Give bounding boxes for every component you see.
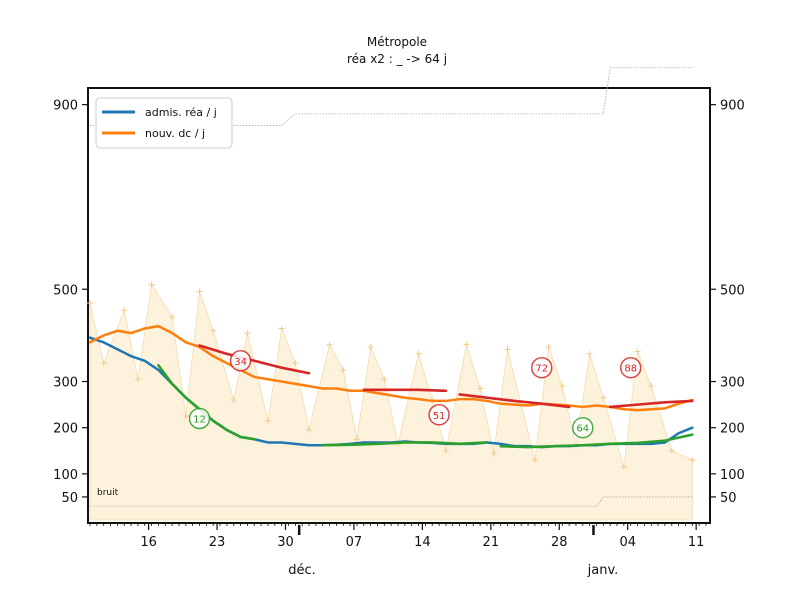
daily-point-marker: [121, 307, 128, 314]
x-tick-label: 11: [688, 535, 705, 550]
daily-point-marker: [381, 376, 388, 383]
noise-label: bruit: [97, 488, 119, 498]
daily-point-marker: [490, 450, 497, 457]
trend-segment-green: [499, 433, 694, 449]
x-tick-label: 30: [277, 535, 294, 550]
y-tick-label-right: 200: [720, 422, 745, 437]
daily-point-marker: [326, 341, 333, 348]
trend-segment-red: [362, 388, 448, 393]
daily-point-marker: [182, 413, 189, 420]
annotation-label: 51: [433, 411, 446, 422]
series-line-deces: [88, 324, 694, 412]
y-tick-label-left: 200: [53, 422, 78, 437]
annotation-badge: [619, 356, 642, 379]
daily-point-marker: [442, 447, 449, 454]
chart-title: Métropole: [367, 35, 427, 49]
x-tick-label: 07: [346, 535, 363, 550]
y-tick-label-left: 900: [53, 99, 78, 114]
daily-point-marker: [367, 343, 374, 350]
annotation-badge: [229, 350, 252, 372]
y-tick-label-right: 300: [720, 376, 745, 391]
y-tick-label-left: 50: [61, 491, 78, 506]
daily-point-marker: [586, 350, 593, 357]
daily-point-marker: [463, 341, 470, 348]
annotation-badge: [572, 416, 594, 439]
y-tick-label-left: 100: [53, 468, 78, 483]
daily-point-marker: [169, 313, 176, 320]
legend: admis. réa / j nouv. dc / j: [95, 97, 233, 149]
x-tick-label: 28: [551, 535, 568, 550]
x-tick-label: 23: [209, 535, 226, 550]
daily-point-marker: [210, 327, 217, 334]
daily-point-marker: [292, 360, 299, 367]
y-tick-label-left: 300: [53, 376, 78, 391]
trend-segment-red: [608, 399, 694, 409]
trend-segment-red: [458, 393, 571, 409]
daily-point-marker: [600, 394, 607, 401]
daily-point-marker: [634, 348, 641, 355]
chart-subtitle: réa x2 : _ -> 64 j: [347, 52, 447, 66]
annotation-label: 34: [234, 357, 247, 368]
daily-point-marker: [340, 367, 347, 374]
daily-point-marker: [353, 436, 360, 443]
daily-point-marker: [504, 346, 511, 353]
daily-point-marker: [531, 457, 538, 464]
daily-point-marker: [134, 376, 141, 383]
trend-segment-red: [198, 344, 311, 375]
annotation-label: 72: [535, 364, 548, 375]
x-tick-label: 21: [483, 535, 500, 550]
daily-point-marker: [87, 300, 93, 307]
daily-point-marker: [559, 383, 566, 390]
x-tick-label: 04: [619, 535, 636, 550]
daily-point-marker: [648, 383, 655, 390]
annotation-label: 88: [624, 364, 637, 375]
daily-point-marker: [668, 447, 675, 454]
month-label-jan: janv.: [587, 563, 619, 578]
daily-point-marker: [230, 397, 237, 404]
daily-point-marker: [148, 281, 155, 288]
annotation-label: 12: [193, 414, 206, 425]
daily-point-marker: [415, 350, 422, 357]
annotation-badge: [530, 356, 553, 379]
x-tick-label: 16: [140, 535, 157, 550]
y-tick-label-right: 50: [720, 491, 737, 506]
annotation-label: 64: [576, 424, 589, 435]
plot-area: 12 34 51 72 64 88 50 50 100 100 200 200 300 300 500 500…: [53, 67, 745, 578]
upper-threshold-line: [89, 67, 693, 126]
daily-point-marker: [620, 463, 627, 470]
y-tick-label-right: 500: [720, 283, 745, 298]
legend-label-deces: nouv. dc / j: [145, 127, 205, 140]
daily-point-marker: [306, 427, 313, 434]
daily-point-marker: [244, 330, 251, 337]
daily-point-marker: [477, 385, 484, 392]
annotation-badge: [188, 407, 211, 430]
noise-threshold-line: [89, 496, 693, 507]
daily-point-marker: [196, 288, 203, 295]
y-tick-label-left: 500: [53, 283, 78, 298]
annotation-badge: [428, 404, 450, 426]
daily-point-marker: [278, 325, 285, 332]
daily-point-marker: [545, 343, 552, 350]
legend-label-admis: admis. réa / j: [145, 106, 217, 119]
month-label-dec: déc.: [288, 563, 316, 578]
daily-point-marker: [100, 360, 107, 367]
daily-point-marker: [264, 417, 271, 424]
y-tick-label-right: 900: [720, 99, 745, 114]
x-tick-label: 14: [414, 535, 431, 550]
daily-point-marker: [689, 457, 696, 464]
y-tick-label-right: 100: [720, 468, 745, 483]
trend-segment-green: [321, 441, 489, 447]
